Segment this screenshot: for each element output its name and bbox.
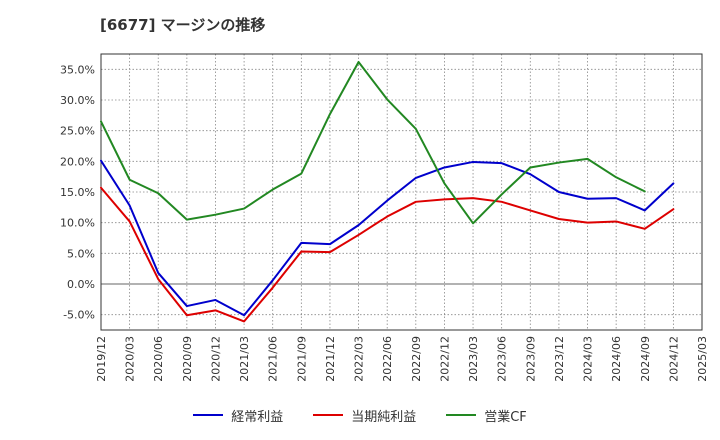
x-tick-label: 2024/06 — [610, 336, 623, 382]
x-tick-label: 2023/03 — [467, 336, 480, 382]
x-tick-label: 2024/12 — [667, 336, 680, 382]
y-tick-label: 0.0% — [67, 278, 95, 291]
x-tick-label: 2025/03 — [696, 336, 709, 382]
x-tick-label: 2021/06 — [267, 336, 280, 382]
legend-label: 営業CF — [484, 409, 527, 425]
legend-swatch — [446, 414, 477, 416]
x-tick-label: 2020/12 — [209, 336, 222, 382]
x-tick-label: 2020/06 — [152, 336, 165, 382]
y-tick-label: 25.0% — [60, 125, 95, 138]
x-tick-label: 2020/09 — [181, 336, 194, 382]
x-tick-label: 2022/09 — [410, 336, 423, 382]
x-tick-label: 2019/12 — [95, 336, 108, 382]
x-tick-label: 2022/03 — [353, 336, 366, 382]
y-tick-label: 20.0% — [60, 155, 95, 168]
legend-swatch — [313, 414, 344, 416]
series-line — [100, 186, 675, 323]
chart-title: [6677] マージンの推移 — [100, 16, 266, 34]
x-tick-label: 2020/03 — [124, 336, 137, 382]
plot-area — [101, 54, 702, 330]
legend-item: 当期純利益 — [313, 406, 416, 425]
legend: 経常利益 当期純利益 営業CF — [0, 404, 720, 426]
x-tick-label: 2021/12 — [324, 336, 337, 382]
x-tick-label: 2024/09 — [639, 336, 652, 382]
x-tick-label: 2021/09 — [295, 336, 308, 382]
legend-item: 経常利益 — [193, 406, 283, 425]
x-tick-label: 2021/03 — [238, 336, 251, 382]
series-line — [100, 159, 675, 317]
y-tick-label: 5.0% — [67, 247, 95, 260]
series-line — [100, 60, 646, 225]
plot-frame — [100, 53, 703, 331]
y-tick-label: -5.0% — [63, 309, 95, 322]
legend-label: 経常利益 — [231, 409, 284, 425]
x-tick-label: 2022/12 — [438, 336, 451, 382]
x-tick-label: 2024/03 — [582, 336, 595, 382]
legend-item: 営業CF — [446, 406, 527, 425]
legend-swatch — [193, 414, 224, 416]
x-tick-label: 2023/12 — [553, 336, 566, 382]
y-tick-label: 35.0% — [60, 63, 95, 76]
y-tick-label: 15.0% — [60, 186, 95, 199]
x-tick-label: 2022/06 — [381, 336, 394, 382]
x-tick-label: 2023/06 — [496, 336, 509, 382]
legend-label: 当期純利益 — [351, 409, 417, 425]
x-tick-label: 2023/09 — [524, 336, 537, 382]
y-tick-label: 10.0% — [60, 217, 95, 230]
y-tick-label: 30.0% — [60, 94, 95, 107]
